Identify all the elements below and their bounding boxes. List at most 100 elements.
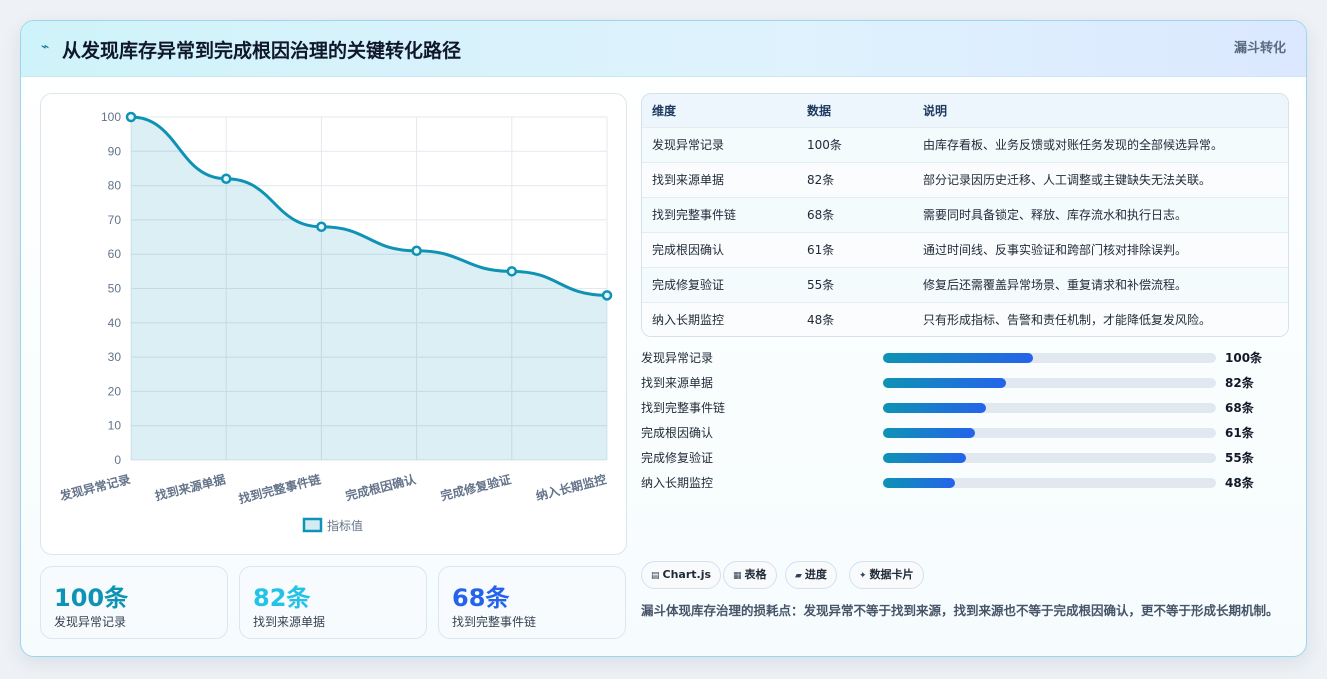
progress-fill <box>883 353 1033 363</box>
tag-data-card[interactable]: ✦ 数据卡片 <box>849 561 924 589</box>
progress-track <box>883 453 1216 463</box>
line-chart-panel: 0 10 20 30 40 50 60 70 80 90 100 发现异常记录 找到来源单据 找到完整事件… <box>40 93 627 555</box>
table-cell: 61条 <box>807 243 835 257</box>
x-tick-label: 完成修复验证 <box>439 471 513 503</box>
y-tick-label: 40 <box>108 316 122 330</box>
progress-track <box>883 403 1216 413</box>
progress-list: 发现异常记录 100条 找到来源单据 82条 找到完整事件链 68条 完成根因确… <box>641 347 1289 497</box>
table-cell: 需要同时具备锁定、释放、库存流水和执行日志。 <box>923 208 1188 222</box>
y-tick-label: 50 <box>108 282 122 296</box>
y-tick-label: 100 <box>101 110 121 124</box>
table-row: 纳入长期监控 48条 只有形成指标、告警和责任机制，才能降低复发风险。 <box>642 302 1288 336</box>
progress-fill <box>883 378 1007 388</box>
progress-label: 纳入长期监控 <box>641 476 714 490</box>
progress-label: 完成修复验证 <box>641 451 714 465</box>
x-tick-label: 找到完整事件链 <box>237 471 323 506</box>
x-tick-label: 找到来源单据 <box>153 471 227 503</box>
tag-label: 数据卡片 <box>869 568 914 581</box>
y-tick-label: 30 <box>108 350 122 364</box>
progress-value: 55条 <box>1225 451 1254 465</box>
y-tick-label: 10 <box>108 419 122 433</box>
progress-row: 找到完整事件链 68条 <box>641 397 1289 422</box>
data-point <box>125 111 137 123</box>
table-cell: 找到来源单据 <box>652 173 725 187</box>
tag-chartjs[interactable]: ▤ Chart.js <box>641 561 722 589</box>
progress-row: 纳入长期监控 48条 <box>641 472 1289 497</box>
tag-table[interactable]: ▦ 表格 <box>723 561 777 589</box>
table-header-data: 数据 <box>807 103 832 118</box>
table-icon: ▦ <box>733 571 742 581</box>
x-tick-label: 发现异常记录 <box>57 471 131 503</box>
progress-label: 完成根因确认 <box>641 426 714 440</box>
y-tick-label: 0 <box>114 453 121 467</box>
area-chart: 0 10 20 30 40 50 60 70 80 90 100 发现异常记录 找到来源单据 找到完整事件… <box>57 110 613 533</box>
table-row: 发现异常记录 100条 由库存看板、业务反馈或对账任务发现的全部候选异常。 <box>642 127 1288 162</box>
table-cell: 通过时间线、反事实验证和跨部门核对排除误判。 <box>923 243 1188 257</box>
table-cell: 纳入长期监控 <box>652 313 725 328</box>
summary-text: 漏斗体现库存治理的损耗点：发现异常不等于找到来源，找到来源也不等于完成根因确认，… <box>641 603 1279 618</box>
table-cell: 修复后还需覆盖异常场景、重复请求和补偿流程。 <box>923 278 1188 292</box>
progress-label: 发现异常记录 <box>641 351 714 365</box>
progress-track <box>883 378 1216 388</box>
x-tick-label: 完成根因确认 <box>344 471 418 503</box>
kpi-label: 找到来源单据 <box>253 615 326 629</box>
table-cell: 55条 <box>807 278 835 292</box>
kpi-label: 找到完整事件链 <box>452 615 537 629</box>
progress-track <box>883 353 1216 363</box>
progress-icon: ▰ <box>795 571 802 581</box>
tag-label: 进度 <box>804 568 827 581</box>
progress-fill <box>883 403 987 413</box>
table-cell: 完成修复验证 <box>652 278 725 292</box>
progress-fill <box>883 453 967 463</box>
progress-row: 找到来源单据 82条 <box>641 372 1289 397</box>
progress-value: 48条 <box>1225 476 1254 490</box>
table-cell: 发现异常记录 <box>652 138 725 152</box>
series-area <box>131 117 607 460</box>
data-point <box>316 221 327 233</box>
table-header-description: 说明 <box>923 103 948 118</box>
y-tick-label: 60 <box>108 247 122 261</box>
chart-icon: ▤ <box>651 571 660 581</box>
card-title: 从发现库存异常到完成根因治理的关键转化路径 <box>62 40 462 62</box>
table-row: 完成修复验证 55条 修复后还需覆盖异常场景、重复请求和补偿流程。 <box>642 267 1288 302</box>
table-header-dimension: 维度 <box>652 103 677 118</box>
funnel-card: ⌁ 从发现库存异常到完成根因治理的关键转化路径 漏斗转化 0 10 20 30 40 50… <box>20 20 1307 657</box>
progress-value: 61条 <box>1225 426 1254 440</box>
table-cell: 只有形成指标、告警和责任机制，才能降低复发风险。 <box>923 313 1212 328</box>
tag-progress[interactable]: ▰ 进度 <box>785 561 837 589</box>
progress-value: 100条 <box>1225 351 1263 365</box>
kpi-value: 68条 <box>452 584 510 612</box>
table-cell: 82条 <box>807 173 835 187</box>
kpi-value: 100条 <box>54 584 129 612</box>
progress-fill <box>883 428 975 438</box>
tag-label: Chart.js <box>662 568 712 581</box>
funnel-table: 维度 数据 说明 发现异常记录 100条 由库存看板、业务反馈或对账任务发现的全… <box>641 93 1289 337</box>
table-row: 完成根因确认 61条 通过时间线、反事实验证和跨部门核对排除误判。 <box>642 232 1288 267</box>
kpi-card-source: 82条 找到来源单据 <box>239 566 427 639</box>
table-cell: 部分记录因历史迁移、人工调整或主键缺失无法关联。 <box>923 173 1212 187</box>
y-tick-label: 20 <box>108 384 122 398</box>
series-line <box>130 115 608 297</box>
y-tick-label: 80 <box>108 179 122 193</box>
y-tick-label: 90 <box>108 144 122 158</box>
legend-swatch <box>302 517 323 533</box>
progress-row: 完成修复验证 55条 <box>641 447 1289 472</box>
data-point <box>506 266 518 277</box>
data-point <box>601 290 613 301</box>
progress-track <box>883 478 1216 488</box>
progress-row: 完成根因确认 61条 <box>641 422 1289 447</box>
kpi-value: 82条 <box>253 584 311 612</box>
table-row: 找到来源单据 82条 部分记录因历史迁移、人工调整或主键缺失无法关联。 <box>642 162 1288 197</box>
table-cell: 找到完整事件链 <box>652 208 737 222</box>
tag-label: 表格 <box>744 568 767 581</box>
legend-label: 指标值 <box>327 518 363 533</box>
card-header: ⌁ 从发现库存异常到完成根因治理的关键转化路径 漏斗转化 <box>21 21 1306 77</box>
kpi-card-found: 100条 发现异常记录 <box>40 566 228 639</box>
funnel-badge: 漏斗转化 <box>1233 41 1286 56</box>
table-row: 找到完整事件链 68条 需要同时具备锁定、释放、库存流水和执行日志。 <box>642 197 1288 232</box>
table-cell: 100条 <box>807 138 842 152</box>
progress-track <box>883 428 1216 438</box>
kpi-card-chain: 68条 找到完整事件链 <box>438 566 626 639</box>
table-cell: 完成根因确认 <box>652 243 725 257</box>
x-tick-label: 纳入长期监控 <box>534 471 608 503</box>
